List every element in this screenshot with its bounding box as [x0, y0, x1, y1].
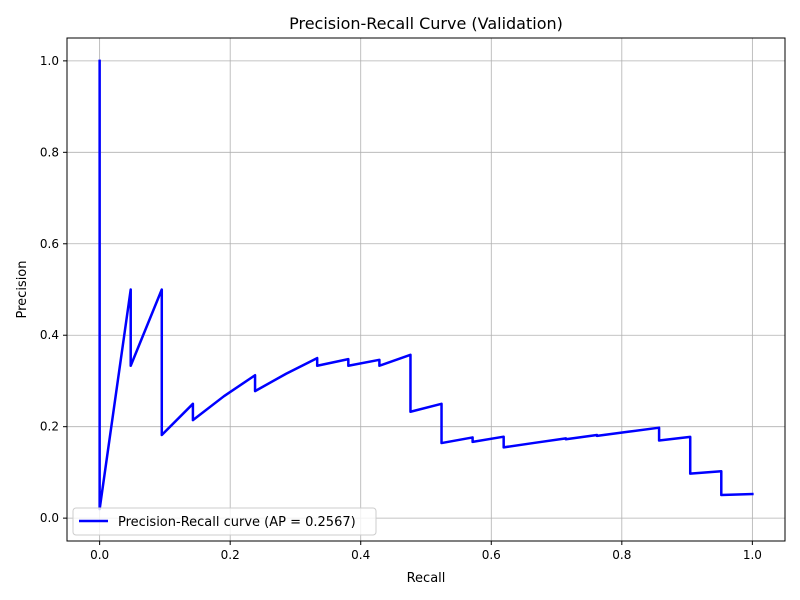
- y-tick-label-5: 1.0: [40, 54, 59, 68]
- plot-area-frame: [66, 37, 786, 542]
- x-tick-label-1: 0.2: [221, 548, 240, 562]
- x-axis-title: Recall: [407, 571, 446, 586]
- x-tick-label-3: 0.6: [482, 548, 501, 562]
- grid-lines: [67, 38, 785, 541]
- x-tick-label-2: 0.4: [351, 548, 370, 562]
- y-tick-label-3: 0.6: [40, 237, 59, 251]
- x-tick-label-5: 1.0: [743, 548, 762, 562]
- legend-box: [72, 507, 377, 536]
- x-axis-ticks: 0.0 0.2 0.4 0.6 0.8 1.0: [90, 541, 762, 562]
- x-tick-label-4: 0.8: [612, 548, 631, 562]
- legend: Precision-Recall curve (AP = 0.2567): [72, 507, 377, 536]
- y-axis-title: Precision: [15, 260, 30, 318]
- series-line-0: [98, 59, 754, 511]
- series-layer: [98, 59, 754, 511]
- x-tick-label-0: 0.0: [90, 548, 109, 562]
- y-tick-label-4: 0.8: [40, 145, 59, 159]
- y-tick-label-1: 0.2: [40, 420, 59, 434]
- y-tick-label-0: 0.0: [40, 511, 59, 525]
- y-axis-ticks: 0.0 0.2 0.4 0.6 0.8 1.0: [40, 54, 67, 525]
- chart-title: Precision-Recall Curve (Validation): [289, 14, 563, 33]
- legend-label: Precision-Recall curve (AP = 0.2567): [118, 515, 356, 530]
- y-tick-label-2: 0.4: [40, 328, 59, 342]
